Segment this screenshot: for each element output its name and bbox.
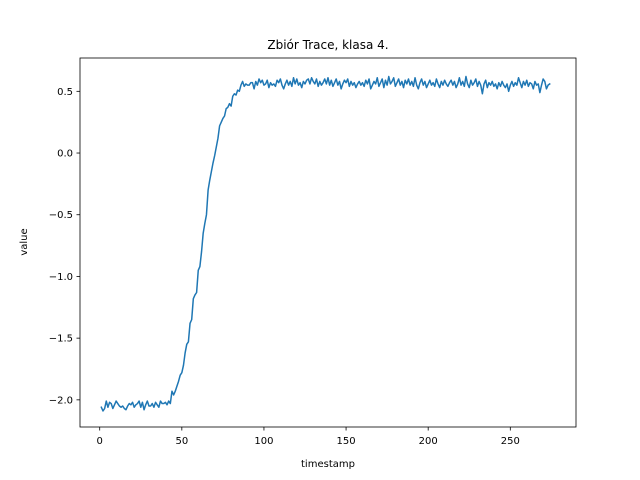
- x-tick-label: 200: [419, 436, 438, 447]
- y-tick-label: −1.5: [49, 334, 73, 345]
- axes-frame: [79, 57, 577, 428]
- x-axis-label: timestamp: [301, 459, 355, 470]
- x-tick-label: 150: [337, 436, 356, 447]
- plot-area: 0 50 100 150 200 250 −2.0 −1.5 −1.0 −0.5 0.0 0.5: [49, 57, 577, 447]
- x-tick-label: 50: [175, 436, 188, 447]
- y-tick-label: 0.0: [57, 149, 73, 160]
- x-tick-label: 100: [254, 436, 273, 447]
- y-tick-label: −2.0: [49, 395, 73, 406]
- x-tick-label: 0: [97, 436, 103, 447]
- y-tick-label: −1.0: [49, 272, 73, 283]
- y-axis-label: value: [19, 228, 30, 255]
- y-tick-label: −0.5: [49, 210, 73, 221]
- y-tick-label: 0.5: [57, 87, 73, 98]
- series-line-0: [100, 75, 551, 412]
- chart-title: Zbiór Trace, klasa 4.: [267, 38, 388, 52]
- x-tick-label: 250: [501, 436, 520, 447]
